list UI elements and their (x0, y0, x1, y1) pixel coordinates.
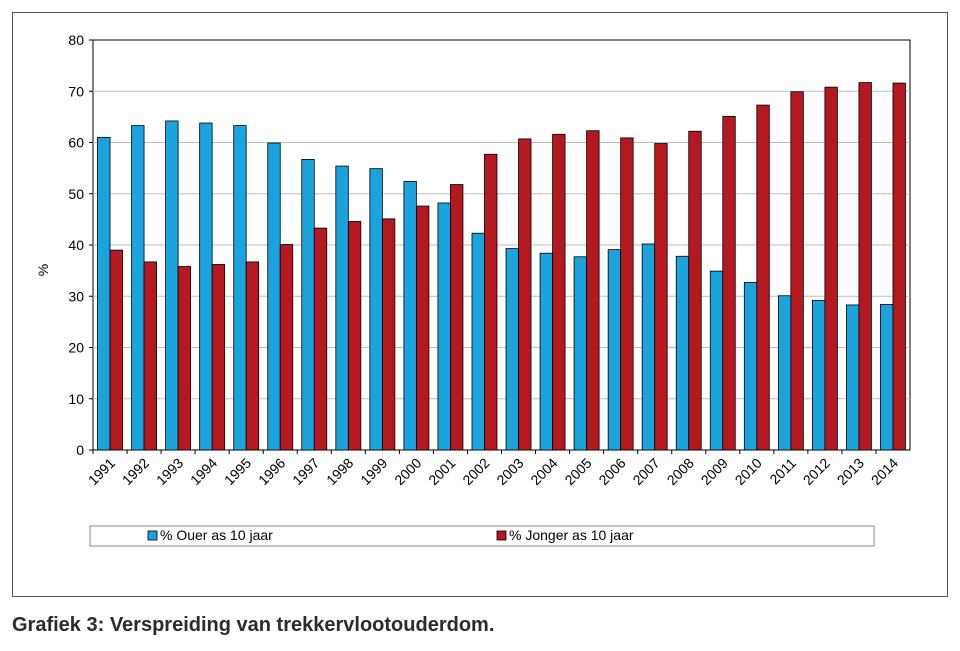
bar-jonger-2000 (415, 205, 430, 451)
x-tick-label-2003: 2003 (493, 455, 526, 488)
bar-ouer-2006 (607, 249, 622, 451)
bar-ouer-2014 (880, 304, 894, 451)
bar-ouer-2013 (846, 304, 860, 451)
bar-jonger-2004 (552, 133, 566, 451)
x-tick-label-2002: 2002 (459, 455, 492, 488)
x-tick-label-2010: 2010 (732, 455, 765, 488)
figure-caption: Grafiek 3: Verspreiding van trekkervloot… (12, 614, 495, 636)
legend: % Ouer as 10 jaar % Jonger as 10 jaar (89, 525, 875, 547)
gridlines (93, 90, 910, 400)
x-tick-label-2011: 2011 (766, 455, 799, 488)
bar-jonger-2010 (756, 104, 770, 451)
bar-jonger-2012 (824, 86, 838, 451)
bar-ouer-2004 (539, 252, 553, 451)
y-tick-label: 30 (68, 288, 84, 304)
bar-ouer-2012 (811, 299, 826, 451)
y-tick-label: 80 (68, 32, 84, 48)
bar-jonger-2006 (620, 137, 634, 451)
bar-ouer-2009 (709, 270, 724, 451)
y-tick-label: 40 (68, 237, 84, 253)
bar-ouer-1992 (131, 125, 145, 451)
bar-jonger-1999 (381, 218, 396, 451)
y-axis-label: % (35, 264, 51, 276)
legend-label-jonger: % Jonger as 10 jaar (509, 527, 634, 543)
bar-ouer-1994 (199, 122, 213, 451)
y-tick-label: 70 (68, 83, 84, 99)
x-tick-label-2012: 2012 (800, 455, 833, 488)
x-tick-label-2007: 2007 (629, 455, 662, 488)
bar-jonger-2007 (654, 143, 668, 451)
bar-jonger-2003 (518, 138, 532, 451)
bar-ouer-1993 (165, 120, 179, 451)
bar-ouer-1995 (233, 125, 247, 451)
bar-ouer-2002 (471, 232, 485, 451)
bar-ouer-1998 (335, 165, 349, 451)
bar-ouer-1997 (301, 159, 315, 451)
chart-frame (12, 12, 948, 597)
bar-jonger-2005 (586, 130, 600, 451)
x-tick-label-1992: 1992 (119, 455, 152, 488)
x-tick-label-2006: 2006 (595, 455, 628, 488)
x-tick-label-1996: 1996 (255, 455, 288, 488)
bar-jonger-1993 (177, 266, 192, 451)
x-axis-ticks: 1991 1992 1993 1994 1995 1996 1997 1998 1999 2000… (85, 450, 901, 488)
bars (97, 82, 906, 451)
x-tick-label-1991: 1991 (85, 455, 118, 488)
x-tick-label-2008: 2008 (664, 455, 697, 488)
x-tick-label-2009: 2009 (698, 455, 731, 488)
x-tick-label-2004: 2004 (527, 455, 560, 488)
bar-jonger-1996 (279, 244, 294, 451)
x-tick-label-1995: 1995 (221, 455, 254, 488)
bar-ouer-2008 (675, 255, 690, 451)
x-tick-label-1993: 1993 (153, 455, 186, 488)
bar-jonger-1995 (245, 261, 260, 451)
x-tick-label-1998: 1998 (323, 455, 356, 488)
bar-ouer-1991 (97, 136, 111, 451)
bar-ouer-2007 (641, 243, 656, 451)
bar-jonger-2008 (688, 130, 702, 451)
bar-ouer-1999 (369, 168, 383, 451)
y-tick-label: 10 (68, 391, 84, 407)
x-tick-label-2000: 2000 (391, 455, 424, 488)
y-tick-label: 60 (68, 135, 84, 151)
bar-ouer-2010 (743, 282, 758, 451)
bar-ouer-2003 (505, 248, 519, 451)
bar-jonger-2014 (892, 82, 906, 451)
x-tick-label-1997: 1997 (289, 455, 322, 488)
bar-ouer-2000 (403, 181, 417, 451)
x-tick-label-2014: 2014 (868, 455, 901, 488)
bar-jonger-2009 (722, 115, 736, 451)
bar-jonger-1998 (347, 221, 362, 451)
bar-ouer-2011 (777, 295, 792, 451)
y-tick-label: 50 (68, 186, 84, 202)
bar-jonger-2001 (450, 184, 464, 451)
x-tick-label-2005: 2005 (561, 455, 594, 488)
legend-swatch-jonger (496, 530, 507, 541)
bar-jonger-1997 (313, 227, 328, 451)
x-tick-label-2001: 2001 (425, 455, 458, 488)
y-axis-ticks: 0 10 20 30 40 50 60 70 80 (68, 32, 93, 458)
bar-jonger-2011 (790, 91, 804, 451)
bar-ouer-1996 (267, 142, 281, 451)
bar-ouer-2001 (437, 202, 451, 451)
bar-jonger-2013 (858, 82, 872, 451)
legend-box (89, 525, 875, 547)
legend-swatch-ouer (147, 530, 158, 541)
bar-jonger-1994 (211, 264, 226, 451)
x-tick-label-1999: 1999 (357, 455, 390, 488)
legend-label-ouer: % Ouer as 10 jaar (160, 527, 273, 543)
bar-jonger-1991 (109, 249, 123, 451)
bar-jonger-1992 (143, 261, 157, 451)
y-tick-label: 20 (68, 340, 84, 356)
y-tick-label: 0 (76, 442, 84, 458)
x-tick-label-1994: 1994 (187, 455, 220, 488)
bar-ouer-2005 (573, 256, 588, 451)
bar-jonger-2002 (484, 153, 498, 451)
x-tick-label-2013: 2013 (834, 455, 867, 488)
